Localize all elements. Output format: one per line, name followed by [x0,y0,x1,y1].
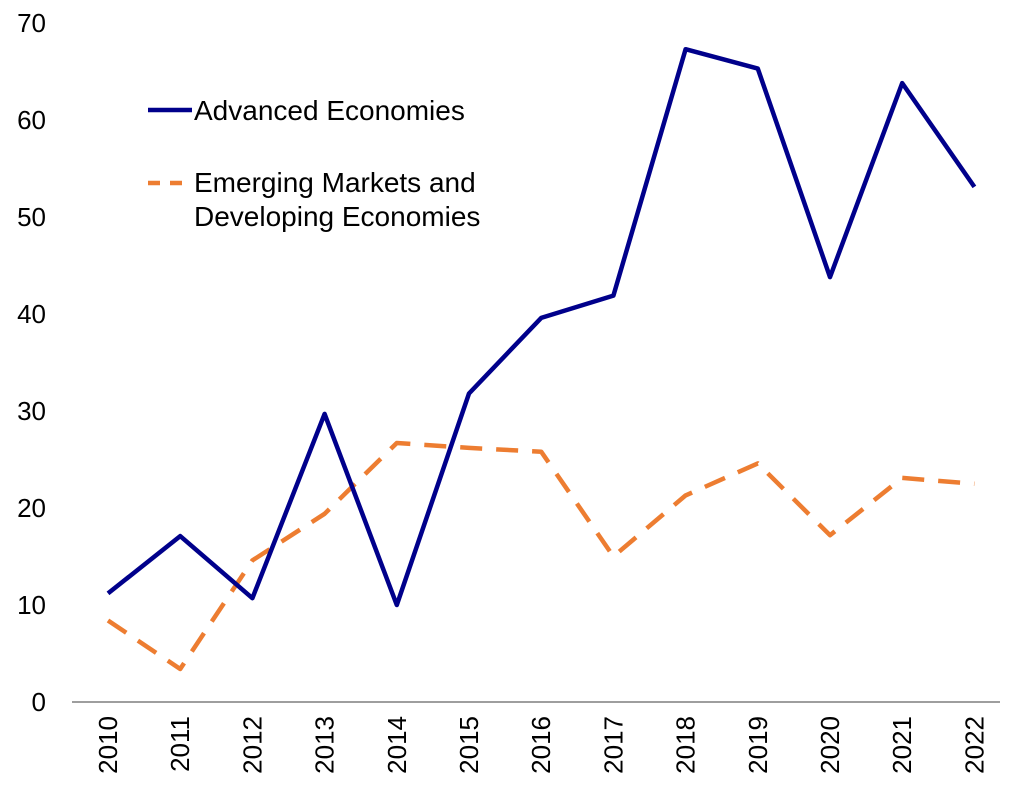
y-tick-label: 0 [32,687,46,717]
y-axis-tick-labels: 0 10 20 30 40 50 60 70 [17,8,46,717]
y-tick-label: 50 [17,202,46,232]
y-tick-label: 60 [17,105,46,135]
legend-label-emerging-line: Developing Economies [194,201,480,232]
x-tick-label: 2014 [382,716,412,774]
y-tick-label: 70 [17,8,46,38]
legend: Advanced Economies Emerging Markets and De… [148,95,480,232]
x-tick-label: 2021 [887,716,917,774]
x-tick-label: 2016 [526,716,556,774]
y-tick-label: 30 [17,396,46,426]
x-tick-label: 2017 [598,716,628,774]
legend-label-advanced: Advanced Economies [194,95,465,126]
legend-label-emerging-line: Emerging Markets and [194,167,476,198]
x-tick-label: 2011 [165,716,195,772]
x-tick-label: 2013 [310,716,340,774]
x-tick-label: 2022 [959,716,989,774]
y-tick-label: 10 [17,590,46,620]
x-tick-label: 2019 [743,716,773,774]
x-tick-label: 2012 [237,716,267,774]
x-axis-tick-labels: 2010 2011 2012 2013 2014 2015 2016 2017 2018 2019… [93,716,989,774]
y-tick-label: 40 [17,299,46,329]
series-lines [106,46,977,672]
legend-label-emerging: Emerging Markets and Developing Economies [194,167,480,232]
y-tick-label: 20 [17,493,46,523]
x-tick-label: 2020 [815,716,845,774]
series-line-1 [106,440,975,672]
series-line-0 [106,46,977,608]
x-tick-label: 2015 [454,716,484,774]
x-tick-label: 2010 [93,716,123,774]
x-tick-label: 2018 [671,716,701,774]
